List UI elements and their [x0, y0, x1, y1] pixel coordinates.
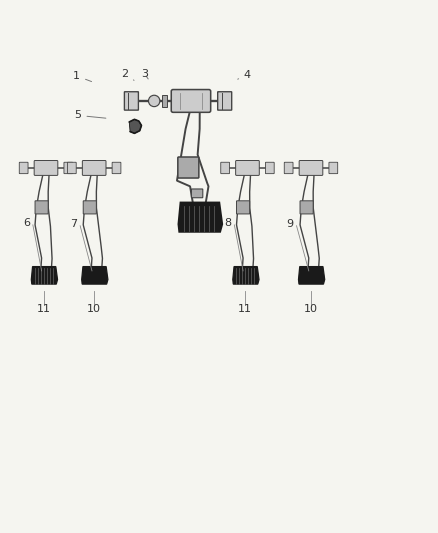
Polygon shape — [81, 266, 108, 284]
Text: 5: 5 — [74, 110, 106, 120]
FancyBboxPatch shape — [178, 157, 199, 178]
FancyBboxPatch shape — [19, 162, 28, 174]
FancyBboxPatch shape — [191, 189, 203, 198]
FancyBboxPatch shape — [329, 162, 338, 174]
Text: 6: 6 — [23, 217, 30, 228]
Text: 10: 10 — [87, 304, 101, 314]
FancyBboxPatch shape — [237, 201, 250, 214]
Text: 3: 3 — [141, 69, 148, 79]
Text: 11: 11 — [238, 304, 252, 314]
FancyBboxPatch shape — [284, 162, 293, 174]
FancyBboxPatch shape — [218, 92, 232, 110]
FancyBboxPatch shape — [300, 201, 313, 214]
FancyBboxPatch shape — [82, 160, 106, 175]
FancyBboxPatch shape — [83, 201, 96, 214]
Text: 7: 7 — [70, 219, 77, 229]
FancyBboxPatch shape — [34, 160, 58, 175]
FancyBboxPatch shape — [221, 162, 230, 174]
Text: 10: 10 — [304, 304, 318, 314]
FancyBboxPatch shape — [265, 162, 274, 174]
Text: 8: 8 — [224, 217, 231, 228]
FancyBboxPatch shape — [171, 90, 211, 112]
Polygon shape — [179, 203, 222, 232]
Text: 2: 2 — [121, 69, 134, 80]
FancyBboxPatch shape — [67, 162, 76, 174]
Text: 11: 11 — [37, 304, 51, 314]
Polygon shape — [299, 266, 325, 284]
Circle shape — [148, 95, 160, 107]
FancyBboxPatch shape — [236, 160, 259, 175]
FancyBboxPatch shape — [35, 201, 48, 214]
Polygon shape — [32, 266, 57, 284]
FancyBboxPatch shape — [162, 95, 167, 107]
FancyBboxPatch shape — [299, 160, 323, 175]
Text: 1: 1 — [73, 71, 92, 82]
FancyBboxPatch shape — [64, 162, 73, 174]
FancyBboxPatch shape — [112, 162, 121, 174]
Text: 4: 4 — [238, 70, 251, 79]
Polygon shape — [233, 266, 259, 284]
Text: 9: 9 — [286, 219, 293, 229]
FancyBboxPatch shape — [124, 92, 138, 110]
Polygon shape — [129, 119, 141, 133]
